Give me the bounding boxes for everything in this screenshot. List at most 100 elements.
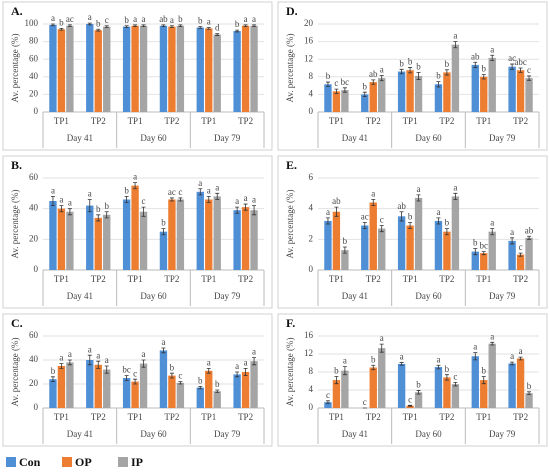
significance-letter: c bbox=[453, 371, 457, 381]
bar bbox=[451, 384, 460, 408]
x-tick-label: TP2 bbox=[366, 116, 381, 126]
bar bbox=[397, 71, 406, 112]
error-bar bbox=[96, 214, 101, 222]
group-label: Day 41 bbox=[342, 133, 368, 143]
significance-letter: b bbox=[445, 218, 450, 228]
bar bbox=[516, 254, 525, 270]
significance-letter: b bbox=[416, 61, 421, 71]
significance-letter: abc bbox=[514, 57, 527, 67]
y-tick-label: 20 bbox=[29, 233, 39, 243]
group-label: Day 60 bbox=[140, 291, 167, 301]
bar bbox=[233, 374, 241, 408]
error-bar bbox=[252, 24, 257, 28]
bar bbox=[57, 366, 66, 408]
error-bar bbox=[342, 366, 347, 376]
x-tick-label: TP1 bbox=[403, 412, 418, 422]
significance-letter: a bbox=[519, 346, 523, 356]
bar bbox=[434, 84, 443, 112]
significance-letter: ab bbox=[369, 69, 378, 79]
x-tick-label: TP2 bbox=[91, 274, 106, 284]
significance-letter: bc bbox=[341, 77, 350, 87]
bar bbox=[176, 199, 185, 270]
error-bar bbox=[416, 194, 421, 202]
error-bar bbox=[59, 205, 64, 213]
error-bar bbox=[527, 75, 532, 81]
bar bbox=[443, 231, 451, 270]
bar bbox=[480, 380, 488, 408]
bar bbox=[332, 380, 341, 408]
error-bar bbox=[169, 372, 174, 379]
y-tick-label: 20 bbox=[29, 378, 39, 388]
error-bar bbox=[473, 248, 478, 256]
significance-letter: b bbox=[104, 201, 109, 211]
x-tick-label: TP1 bbox=[128, 116, 143, 126]
bar bbox=[250, 210, 258, 270]
bar bbox=[508, 363, 516, 408]
x-tick-label: TP1 bbox=[128, 274, 143, 284]
significance-letter: c bbox=[519, 242, 523, 252]
error-bar bbox=[518, 356, 523, 361]
error-bar bbox=[444, 374, 449, 381]
group-label: Day 79 bbox=[214, 133, 241, 143]
error-bar bbox=[235, 371, 240, 378]
bar bbox=[332, 211, 341, 270]
error-bar bbox=[104, 365, 109, 374]
error-bar bbox=[325, 81, 330, 87]
error-bar bbox=[325, 400, 330, 404]
error-bar bbox=[334, 88, 339, 94]
error-bar bbox=[59, 28, 64, 31]
bar bbox=[414, 197, 423, 270]
significance-letter: a bbox=[244, 193, 248, 203]
error-bar bbox=[133, 24, 138, 28]
significance-letter: a bbox=[133, 14, 137, 24]
error-bar bbox=[161, 228, 166, 236]
error-bar bbox=[243, 368, 248, 376]
error-bar bbox=[408, 222, 413, 229]
y-tick-label: 0 bbox=[309, 106, 314, 116]
bar bbox=[471, 356, 479, 408]
error-bar bbox=[408, 67, 413, 74]
bar bbox=[94, 364, 102, 408]
significance-letter: a bbox=[417, 184, 421, 194]
x-tick-label: TP2 bbox=[238, 412, 253, 422]
y-tick-label: 40 bbox=[29, 354, 39, 364]
significance-letter: c bbox=[178, 371, 182, 381]
panel-border bbox=[277, 313, 548, 447]
error-bar bbox=[133, 378, 138, 385]
bar bbox=[434, 220, 443, 270]
significance-letter: ab bbox=[471, 51, 480, 61]
x-tick-label: TP2 bbox=[439, 274, 454, 284]
x-tick-label: TP1 bbox=[329, 412, 344, 422]
bar bbox=[488, 231, 496, 270]
group-label: Day 60 bbox=[415, 133, 442, 143]
error-bar bbox=[481, 251, 486, 256]
y-tick-label: 20 bbox=[304, 18, 314, 28]
x-tick-label: TP2 bbox=[238, 116, 253, 126]
significance-letter: b bbox=[408, 57, 413, 67]
bar bbox=[516, 70, 525, 112]
y-tick-label: 80 bbox=[29, 36, 39, 46]
error-bar bbox=[67, 208, 72, 216]
error-bar bbox=[59, 363, 64, 369]
bar bbox=[406, 225, 414, 270]
significance-letter: a bbox=[326, 207, 330, 217]
bar bbox=[131, 185, 139, 270]
y-tick-label: 100 bbox=[25, 18, 39, 28]
panel-title: A. bbox=[11, 4, 23, 18]
error-bar bbox=[510, 63, 515, 70]
significance-letter: c bbox=[105, 15, 109, 25]
significance-letter: a bbox=[51, 185, 55, 195]
y-tick-label: 0 bbox=[34, 106, 39, 116]
significance-letter: b bbox=[334, 366, 339, 376]
panel-title: F. bbox=[286, 316, 295, 330]
x-tick-label: TP1 bbox=[329, 116, 344, 126]
significance-letter: ac bbox=[508, 53, 516, 63]
error-bar bbox=[96, 28, 101, 32]
bar bbox=[176, 25, 185, 112]
error-bar bbox=[362, 91, 367, 97]
significance-letter: a bbox=[68, 349, 72, 359]
significance-letter: b bbox=[399, 58, 404, 68]
x-tick-label: TP1 bbox=[54, 116, 69, 126]
y-tick-label: 4 bbox=[309, 88, 314, 98]
bar bbox=[451, 44, 460, 112]
